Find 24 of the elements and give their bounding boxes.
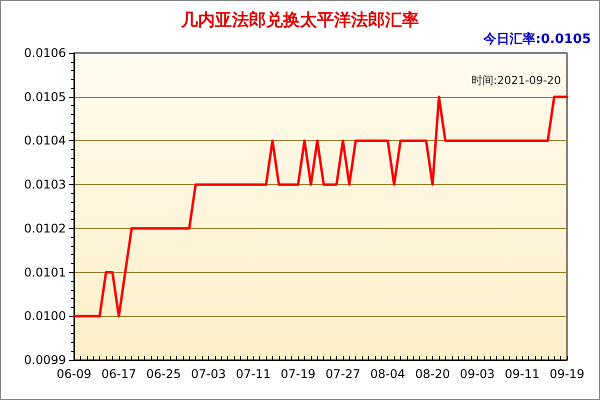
y-tick-label: 0.0099 bbox=[24, 353, 66, 367]
x-tick-label: 09-19 bbox=[550, 367, 584, 381]
y-tick-label: 0.0101 bbox=[24, 265, 66, 280]
chart-title: 几内亚法郎兑换太平洋法郎汇率 bbox=[180, 10, 419, 30]
x-tick-label: 06-17 bbox=[101, 367, 136, 381]
x-tick-label: 08-20 bbox=[415, 367, 450, 381]
line-series bbox=[72, 96, 568, 318]
y-tick-label: 0.0105 bbox=[24, 90, 66, 104]
x-tick-label: 08-04 bbox=[370, 367, 406, 381]
text: 今日汇率:0.0105 bbox=[482, 31, 592, 47]
y-tick-label: 0.0103 bbox=[24, 178, 66, 192]
x-tick-label: 06-25 bbox=[146, 367, 182, 381]
y-tick-label: 0.0102 bbox=[24, 221, 66, 236]
x-tick-label: 07-19 bbox=[280, 367, 316, 381]
y-tick-label: 0.0104 bbox=[24, 134, 66, 148]
x-tick-label: 07-11 bbox=[236, 367, 271, 381]
x-tick-label: 09-11 bbox=[504, 367, 540, 381]
x-tick-label: 07-27 bbox=[325, 367, 360, 381]
x-tick-label: 07-03 bbox=[191, 367, 226, 381]
y-tick-label: 0.0106 bbox=[24, 46, 66, 60]
y-tick-label: 0.0100 bbox=[24, 309, 66, 324]
x-tick-label: 06-09 bbox=[56, 367, 92, 381]
x-tick-label: 09-03 bbox=[460, 367, 495, 381]
annotation: 时间:2021-09-20 bbox=[471, 74, 562, 87]
